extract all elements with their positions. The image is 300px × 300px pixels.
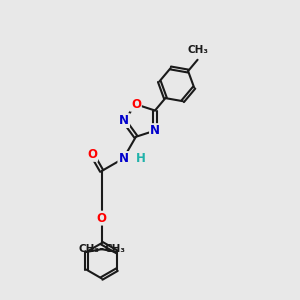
Text: O: O xyxy=(97,212,107,225)
Text: N: N xyxy=(119,114,129,127)
Text: O: O xyxy=(87,148,97,161)
Text: CH₃: CH₃ xyxy=(104,244,125,254)
Text: O: O xyxy=(131,98,141,111)
Text: H: H xyxy=(136,152,146,165)
Text: CH₃: CH₃ xyxy=(187,45,208,56)
Text: N: N xyxy=(118,152,128,165)
Text: CH₃: CH₃ xyxy=(78,244,99,254)
Text: N: N xyxy=(150,124,160,137)
